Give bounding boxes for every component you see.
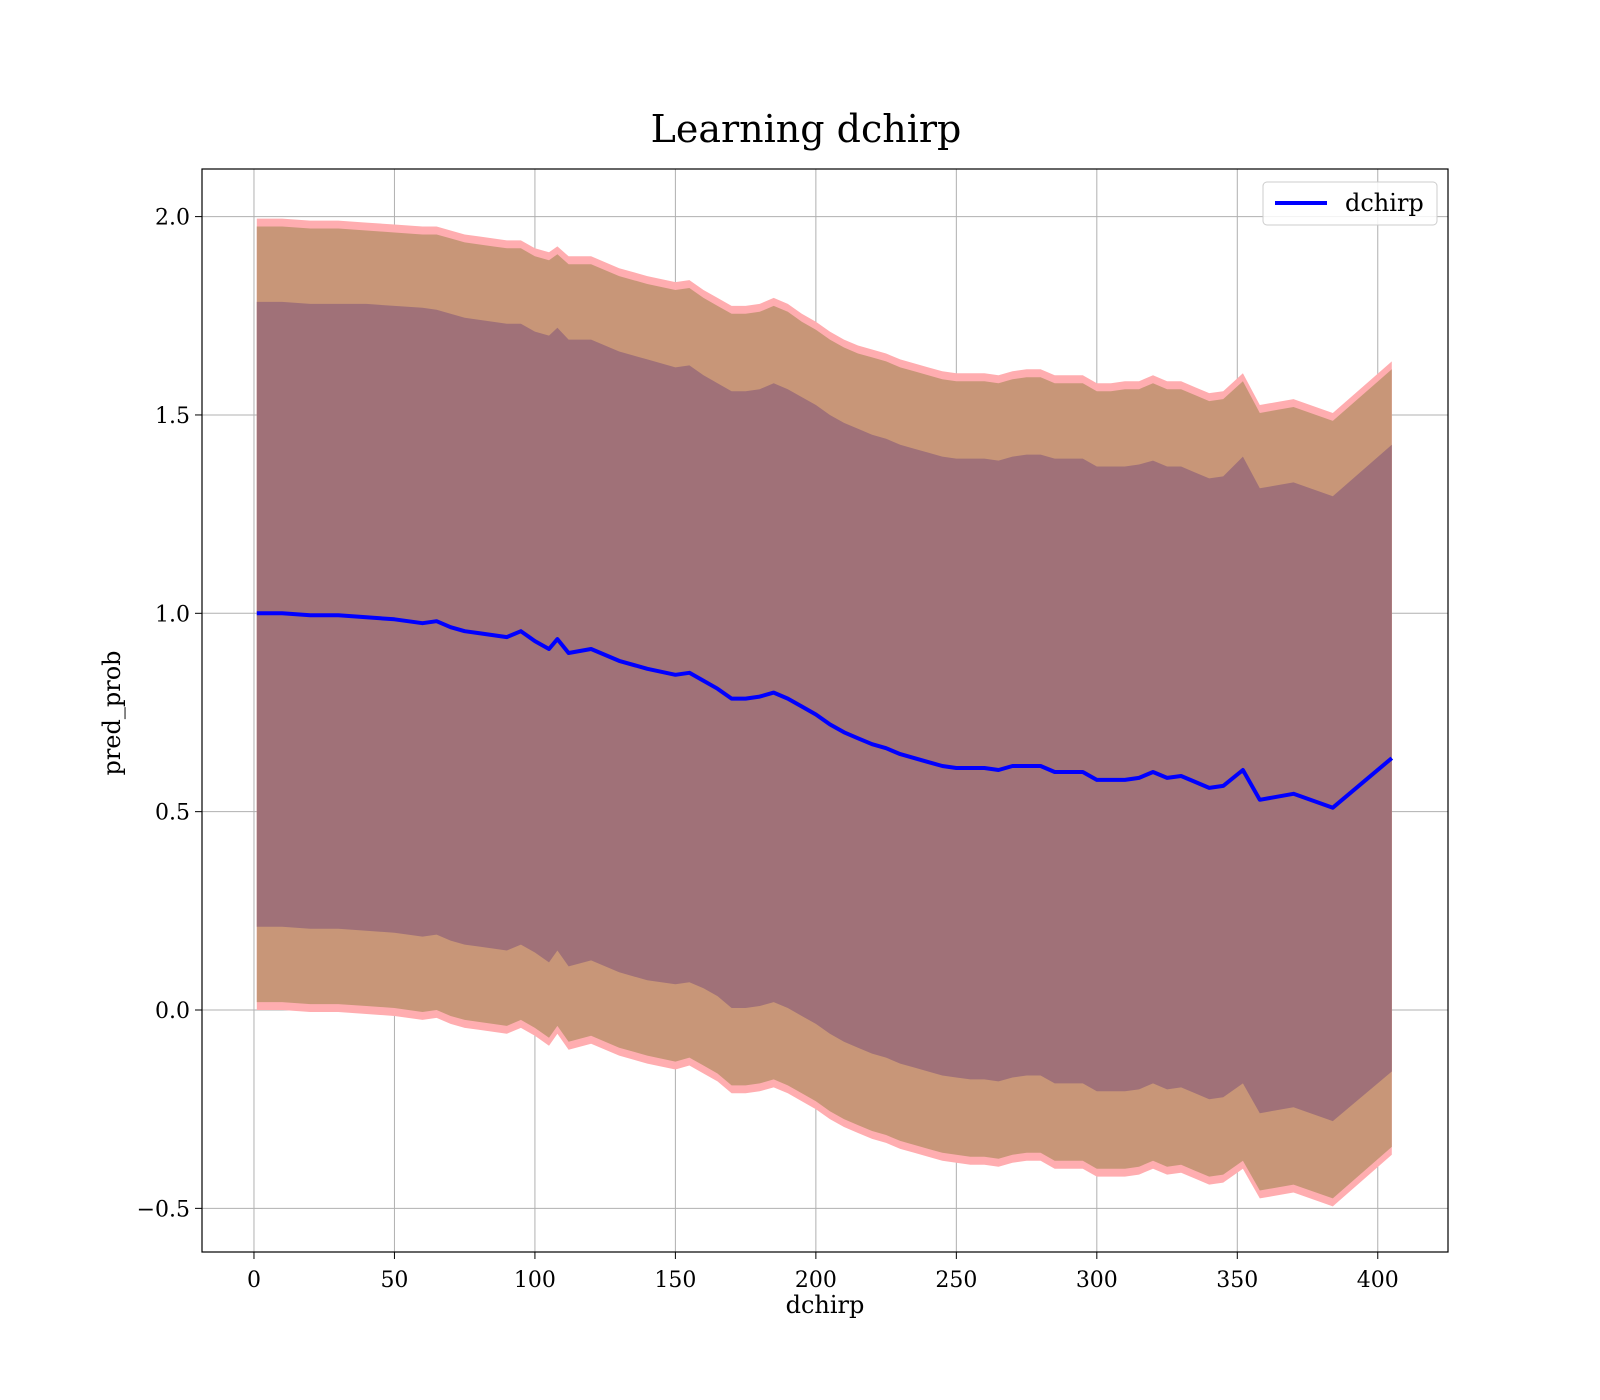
legend: dchirp: [1262, 181, 1438, 226]
y-tick-label-0: −0.5: [137, 1197, 190, 1222]
y-tick-label-3: 1.0: [155, 602, 190, 627]
x-tick-label-3: 150: [654, 1268, 696, 1293]
chart-title: Learning dchirp: [651, 107, 962, 151]
x-axis-ticks: 0 50 100 150 200 250 300 350 400: [247, 1252, 1399, 1293]
series-lines: [256, 611, 1394, 810]
band-1-sigma: [256, 301, 1392, 1122]
x-tick-label-5: 250: [935, 1268, 977, 1293]
x-tick-label-6: 300: [1076, 1268, 1118, 1293]
x-tick-label-8: 400: [1357, 1268, 1399, 1293]
x-axis-label: dchirp: [786, 1291, 865, 1319]
plot-frame: [201, 168, 1449, 1253]
legend-label: dchirp: [1345, 189, 1424, 217]
y-axis-ticks: −0.5 0.0 0.5 1.0 1.5 2.0: [137, 206, 202, 1222]
x-tick-label-1: 50: [380, 1268, 408, 1293]
x-tick-label-7: 350: [1216, 1268, 1258, 1293]
y-axis-label: pred_prob: [98, 650, 126, 775]
confidence-bands: [256, 218, 1392, 1207]
series-line-dchirp: [256, 611, 1394, 810]
x-tick-label-0: 0: [247, 1268, 261, 1293]
x-tick-label-4: 200: [795, 1268, 837, 1293]
y-tick-label-1: 0.0: [155, 999, 190, 1024]
legend-box: [1262, 181, 1438, 226]
y-tick-label-4: 1.5: [155, 404, 190, 429]
y-tick-label-2: 0.5: [155, 801, 190, 826]
y-tick-label-5: 2.0: [155, 206, 190, 231]
x-tick-label-2: 100: [514, 1268, 556, 1293]
